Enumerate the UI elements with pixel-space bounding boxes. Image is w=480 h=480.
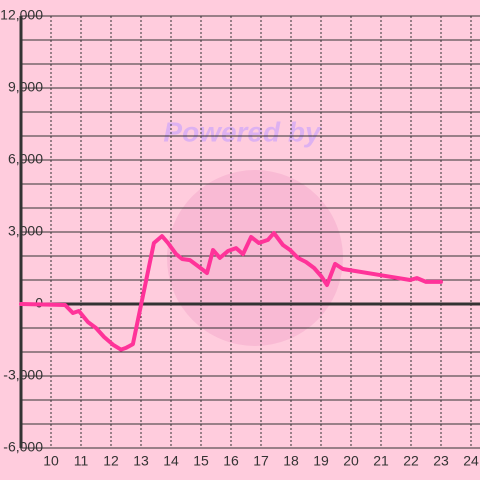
x-tick-label: 13 [133, 453, 149, 469]
x-tick-label: 19 [313, 453, 329, 469]
x-tick-label: 21 [373, 453, 389, 469]
x-tick-label: 17 [253, 453, 269, 469]
x-tick-label: 15 [193, 453, 209, 469]
x-tick-label: 12 [103, 453, 119, 469]
y-tick-label: 3,000 [8, 223, 43, 239]
y-tick-label: -6,000 [3, 439, 43, 455]
y-tick-label: 9,000 [8, 79, 43, 95]
x-tick-label: 14 [163, 453, 179, 469]
x-tick-label: 11 [74, 453, 89, 469]
y-tick-label: 6,000 [8, 151, 43, 167]
x-tick-label: 22 [403, 453, 419, 469]
y-tick-label: 12,000 [0, 7, 43, 23]
x-tick-label: 18 [283, 453, 299, 469]
y-tick-label: -3,000 [3, 367, 43, 383]
watermark: Powered by [163, 116, 322, 147]
x-tick-label: 24 [463, 453, 479, 469]
x-tick-label: 16 [223, 453, 239, 469]
line [19, 231, 443, 352]
x-tick-label: 20 [343, 453, 359, 469]
watermark-image [167, 170, 343, 346]
x-tick-label: 23 [433, 453, 449, 469]
x-tick-label: 10 [43, 453, 59, 469]
